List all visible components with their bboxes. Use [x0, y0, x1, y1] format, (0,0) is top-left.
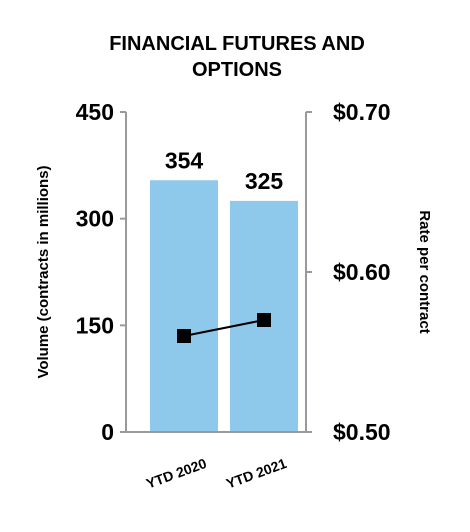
chart-title-line-2: OPTIONS [192, 59, 282, 81]
rate-marker [257, 313, 271, 327]
bar-value-label: 354 [165, 147, 204, 173]
left-tick-label: 450 [76, 99, 114, 125]
right-axis-label: Rate per contract [416, 210, 433, 333]
left-tick-label: 300 [76, 206, 114, 232]
x-tick-label: YTD 2021 [224, 455, 289, 492]
bar-value-label: 325 [245, 168, 284, 194]
left-tick-label: 150 [76, 312, 114, 338]
right-tick-label: $0.50 [333, 419, 391, 445]
left-axis-label: Volume (contracts in millions) [35, 165, 52, 378]
rate-marker [177, 329, 191, 343]
rate-line [183, 319, 265, 337]
chart-title-line-1: FINANCIAL FUTURES AND [109, 33, 365, 55]
left-tick-label: 0 [101, 419, 114, 445]
bar [150, 180, 218, 432]
x-tick-label: YTD 2020 [144, 455, 209, 492]
right-tick-label: $0.70 [333, 99, 391, 125]
right-tick-label: $0.60 [333, 259, 391, 285]
plot-area: 354 325 0 150 300 450 $0.50 $0.60 $0.70 YTD 2020 Y… [76, 99, 391, 492]
